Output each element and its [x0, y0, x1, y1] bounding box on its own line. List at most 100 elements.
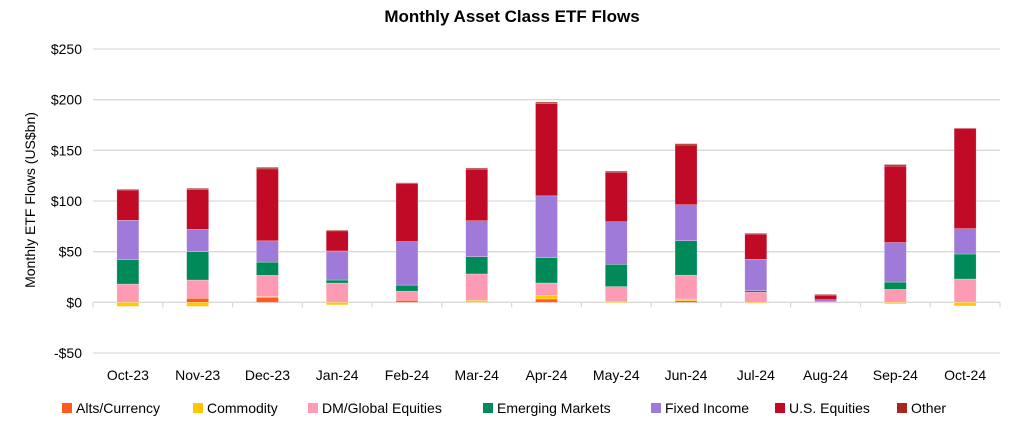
legend-item: U.S. Equities — [775, 400, 870, 416]
legend-swatch — [193, 403, 203, 413]
bar-segment-emerging-markets — [256, 261, 279, 276]
bar-segment-emerging-markets — [395, 284, 419, 292]
legend-item: DM/Global Equities — [308, 400, 442, 416]
legend-label: U.S. Equities — [789, 400, 870, 416]
bar-segment-other — [395, 182, 419, 185]
legend-swatch — [483, 403, 493, 413]
bar-segment-other — [186, 188, 209, 190]
chart-title: Monthly Asset Class ETF Flows — [384, 7, 639, 26]
y-tick-label: $100 — [51, 193, 82, 209]
bar-segment-emerging-markets — [674, 240, 698, 276]
bar-segment-dm-global-equities — [395, 290, 419, 301]
bar-segment-dm-global-equities — [605, 286, 628, 303]
bar-segment-fixed-income — [674, 204, 698, 241]
bar-segment-other — [814, 294, 837, 296]
x-tick-label: Nov-23 — [175, 367, 220, 383]
bar-segment-u-s-equities — [605, 171, 628, 223]
x-tick-label: Aug-24 — [803, 367, 848, 383]
legend-item: Commodity — [193, 400, 278, 416]
bar-segment-dm-global-equities — [116, 283, 140, 303]
x-tick-label: May-24 — [593, 367, 640, 383]
y-tick-label: $50 — [59, 244, 83, 260]
bar-segment-fixed-income — [953, 228, 977, 255]
x-tick-label: Jan-24 — [316, 367, 359, 383]
bar-segment-dm-global-equities — [535, 282, 558, 296]
y-tick-label: $200 — [51, 92, 82, 108]
y-tick-label: $250 — [51, 41, 82, 57]
bar-segment-dm-global-equities — [325, 282, 349, 303]
bar-segment-commodity — [674, 298, 698, 301]
x-tick-label: Dec-23 — [245, 367, 290, 383]
bar-segment-dm-global-equities — [186, 279, 209, 299]
bar-segment-dm-global-equities — [465, 273, 488, 301]
legend-item: Alts/Currency — [62, 400, 160, 416]
bar-segment-other — [325, 229, 349, 232]
bar-segment-fixed-income — [256, 240, 279, 263]
bar-segment-other — [674, 143, 698, 146]
bar-segment-fixed-income — [465, 220, 488, 257]
bar-segment-emerging-markets — [535, 257, 558, 284]
bar-segment-u-s-equities — [953, 128, 977, 229]
legend-swatch — [897, 403, 907, 413]
bar-segment-u-s-equities — [814, 294, 837, 300]
bar-segment-other — [884, 164, 907, 167]
legend-swatch — [308, 403, 318, 413]
bar-segment-u-s-equities — [535, 103, 558, 197]
bar-segment-u-s-equities — [116, 189, 140, 221]
bar-segment-alts-currency — [186, 298, 209, 303]
bar-segment-alts-currency — [535, 298, 558, 303]
x-tick-label: Oct-23 — [107, 367, 149, 383]
bar-segment-other — [744, 233, 768, 235]
legend-label: Fixed Income — [665, 400, 749, 416]
x-tick-label: Mar-24 — [455, 367, 500, 383]
bar-segment-emerging-markets — [884, 281, 907, 290]
bar-segment-commodity — [465, 300, 488, 303]
x-tick-label: Feb-24 — [385, 367, 430, 383]
legend-item: Fixed Income — [651, 400, 749, 416]
legend-label: Alts/Currency — [76, 400, 160, 416]
bar-segment-other — [535, 101, 558, 104]
bar-segment-other — [256, 167, 279, 170]
y-tick-label: $0 — [66, 294, 82, 310]
bar-segment-alts-currency — [256, 297, 279, 303]
legend-label: Emerging Markets — [497, 400, 611, 416]
legend-swatch — [651, 403, 661, 413]
legend-item: Emerging Markets — [483, 400, 611, 416]
bar-segment-u-s-equities — [186, 189, 209, 230]
bar-segment-emerging-markets — [605, 264, 628, 287]
bar-segment-commodity — [535, 295, 558, 300]
bar-segment-fixed-income — [884, 242, 907, 283]
bar-segment-other — [605, 170, 628, 173]
bar-segment-emerging-markets — [116, 259, 140, 285]
bar-segment-fixed-income — [814, 299, 837, 303]
legend-label: DM/Global Equities — [322, 400, 442, 416]
bar-segment-other — [465, 167, 488, 170]
x-tick-label: Sep-24 — [873, 367, 918, 383]
legend-swatch — [62, 403, 72, 413]
x-tick-label: Oct-24 — [944, 367, 986, 383]
x-tick-label: Jul-24 — [737, 367, 775, 383]
bar-segment-emerging-markets — [953, 253, 977, 280]
bar-segment-dm-global-equities — [884, 289, 907, 303]
bar-segment-emerging-markets — [325, 279, 349, 284]
x-tick-label: Apr-24 — [525, 367, 567, 383]
y-tick-label: $150 — [51, 142, 82, 158]
bar-segment-u-s-equities — [395, 183, 419, 242]
bar-segment-fixed-income — [535, 195, 558, 258]
bar-segment-dm-global-equities — [953, 278, 977, 303]
bar-segment-fixed-income — [116, 220, 140, 261]
bar-segment-dm-global-equities — [744, 291, 768, 303]
bar-segment-fixed-income — [744, 259, 768, 291]
bar-segment-commodity — [325, 302, 349, 306]
bar-segment-alts-currency — [395, 300, 419, 303]
bar-segment-commodity — [116, 302, 140, 307]
bar-segment-u-s-equities — [465, 168, 488, 222]
bar-segment-emerging-markets — [186, 251, 209, 281]
bar-segment-fixed-income — [186, 229, 209, 252]
legend-label: Other — [911, 400, 946, 416]
bar-segment-fixed-income — [325, 250, 349, 281]
bar-segment-commodity — [186, 302, 209, 307]
bar-segment-fixed-income — [605, 221, 628, 265]
bar-segment-u-s-equities — [884, 165, 907, 243]
